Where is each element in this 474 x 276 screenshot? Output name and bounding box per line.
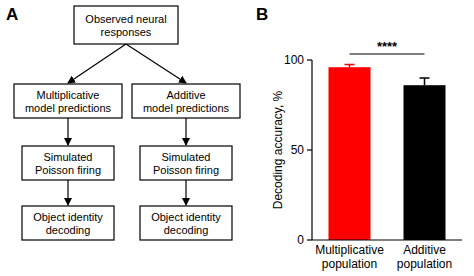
node: Additivemodel predictions bbox=[132, 84, 240, 118]
bar-chart: 0 50 100 Decoding accuracy, % Multiplicative… bbox=[271, 39, 462, 271]
node-text: decoding bbox=[46, 224, 91, 236]
error-bar bbox=[420, 78, 430, 85]
x-tick-label-line: Multiplicative bbox=[315, 243, 384, 257]
significance-label: **** bbox=[377, 39, 398, 54]
node-text: model predictions bbox=[25, 102, 112, 114]
y-tick bbox=[307, 239, 312, 240]
arrow bbox=[67, 180, 68, 205]
node-text: Poisson firing bbox=[153, 164, 219, 176]
error-bar bbox=[345, 65, 355, 68]
x-tick-label-line: population bbox=[322, 257, 377, 271]
node-box bbox=[22, 146, 114, 180]
y-tick-label: 50 bbox=[291, 143, 305, 157]
y-tick-label: 0 bbox=[297, 233, 304, 247]
x-tick-label: Multiplicativepopulation bbox=[315, 243, 384, 271]
node-text: Observed neural bbox=[85, 13, 166, 25]
arrow bbox=[68, 44, 126, 83]
node-text: Simulated bbox=[44, 151, 93, 163]
arrow bbox=[126, 44, 186, 83]
panel-label: B bbox=[256, 5, 268, 24]
node: Object identitydecoding bbox=[22, 206, 114, 240]
node: Object identitydecoding bbox=[140, 206, 232, 240]
node-text: responses bbox=[101, 26, 152, 38]
bars bbox=[329, 65, 446, 241]
y-tick bbox=[307, 149, 312, 150]
bar bbox=[329, 67, 371, 240]
node-box bbox=[14, 84, 122, 118]
error-bar-cap bbox=[345, 64, 355, 66]
error-bar-stem bbox=[424, 78, 426, 85]
node-text: Poisson firing bbox=[35, 164, 101, 176]
bar bbox=[404, 85, 446, 240]
error-bar-cap bbox=[420, 77, 430, 79]
node-box bbox=[132, 84, 240, 118]
x-tick-label-line: population bbox=[397, 257, 452, 271]
flow-diagram: Observed neuralresponsesMultiplicativemo… bbox=[14, 6, 240, 240]
y-axis-label: Decoding accuracy, % bbox=[271, 90, 285, 209]
node: Multiplicativemodel predictions bbox=[14, 84, 122, 118]
node-box bbox=[74, 6, 178, 44]
node: Observed neuralresponses bbox=[74, 6, 178, 44]
node-text: model predictions bbox=[143, 102, 230, 114]
node-text: Object identity bbox=[151, 211, 221, 223]
arrow bbox=[185, 180, 186, 205]
arrow bbox=[185, 118, 186, 145]
y-tick-label: 100 bbox=[284, 53, 304, 67]
x-tick-label-line: Additive bbox=[403, 243, 446, 257]
panel-label: A bbox=[6, 5, 18, 24]
node-text: Object identity bbox=[33, 211, 103, 223]
arrow bbox=[67, 118, 68, 145]
node-text: Additive bbox=[166, 89, 205, 101]
node-box bbox=[140, 206, 232, 240]
x-tick-label: Additivepopulation bbox=[397, 243, 452, 271]
node: SimulatedPoisson firing bbox=[140, 146, 232, 180]
node-text: Simulated bbox=[162, 151, 211, 163]
figure: A B Observed neuralresponses Multiplicative… bbox=[0, 0, 474, 276]
node: SimulatedPoisson firing bbox=[22, 146, 114, 180]
node-text: decoding bbox=[164, 224, 209, 236]
x-axis bbox=[312, 239, 462, 240]
node-box bbox=[140, 146, 232, 180]
node-text: Multiplicative bbox=[37, 89, 100, 101]
node-box bbox=[22, 206, 114, 240]
y-tick bbox=[307, 59, 312, 60]
